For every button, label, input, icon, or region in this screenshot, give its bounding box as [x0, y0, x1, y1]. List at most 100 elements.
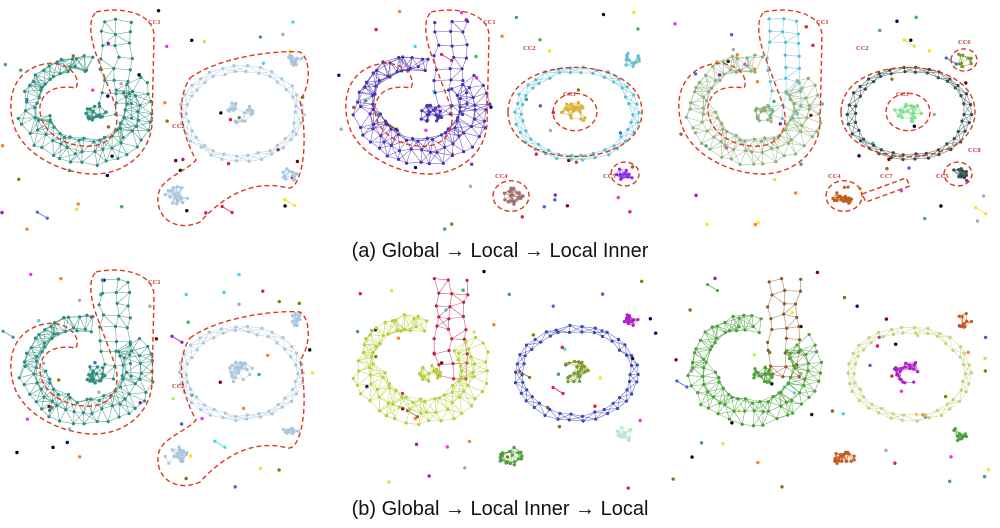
graph-node: [772, 137, 776, 141]
graph-node: [293, 110, 297, 114]
graph-edge: [358, 370, 371, 376]
graph-edge: [963, 104, 971, 115]
graph-edge: [48, 416, 60, 422]
graph-node: [969, 56, 973, 60]
graph-edge: [258, 72, 271, 77]
graph-node: [83, 327, 87, 331]
graph-edge: [398, 57, 409, 71]
graph-node: [715, 60, 719, 64]
hook-lower-nodes: [351, 55, 492, 166]
graph-node: [106, 419, 110, 424]
graph-node: [510, 193, 515, 197]
graph-node: [290, 431, 295, 436]
graph-node: [948, 77, 952, 81]
noise-point: [705, 222, 709, 227]
graph-edge: [770, 114, 783, 119]
graph-edge: [139, 105, 152, 115]
graph-node: [420, 57, 425, 61]
graph-node: [126, 79, 130, 83]
graph-node: [126, 280, 130, 284]
graph-edge: [370, 128, 374, 143]
graph-edge: [806, 113, 820, 119]
graph-node: [302, 113, 306, 117]
graph-node: [145, 80, 149, 85]
graph-node: [426, 57, 430, 61]
graph-node: [285, 167, 289, 171]
graph-node: [62, 135, 67, 140]
graph-node: [818, 121, 823, 125]
graph-edge: [37, 121, 51, 131]
graph-node: [858, 94, 863, 98]
graph-edge: [732, 56, 737, 73]
graph-node: [130, 56, 134, 61]
noise-point: [389, 288, 394, 293]
graph-node: [753, 70, 757, 74]
graph-edge: [791, 139, 796, 155]
graph-node: [118, 402, 122, 406]
noise-point: [538, 38, 542, 42]
graph-node: [435, 150, 439, 155]
graph-edge: [81, 138, 85, 152]
noise-point: [352, 105, 356, 110]
ring-edges: [179, 326, 304, 421]
graph-edge: [115, 326, 128, 329]
graph-edge: [785, 68, 800, 79]
graph-node: [451, 362, 455, 366]
graph-edge: [187, 95, 193, 105]
graph-edge: [709, 141, 722, 150]
graph-edge: [427, 134, 442, 139]
graph-edge: [459, 104, 475, 108]
graph-edge: [525, 130, 532, 140]
graph-edge: [433, 80, 436, 93]
graph-node: [129, 20, 133, 25]
graph-edge: [212, 74, 225, 77]
graph-edge: [375, 70, 377, 87]
graph-edge: [768, 90, 773, 107]
graph-node: [446, 127, 450, 131]
graph-edge: [699, 82, 712, 89]
graph-edge: [106, 158, 118, 162]
graph-node: [439, 115, 444, 119]
graph-node: [400, 69, 404, 73]
graph-edge: [701, 112, 717, 123]
graph-edge: [805, 85, 816, 99]
graph-node: [87, 373, 91, 377]
graph-node: [55, 404, 59, 408]
graph-node: [99, 57, 103, 61]
graph-edge: [420, 152, 431, 163]
graph-edge: [430, 152, 444, 164]
graph-node: [91, 109, 95, 113]
graph-edge: [111, 147, 119, 159]
cluster-label-cc1: CC1: [816, 19, 829, 26]
graph-edge: [530, 139, 536, 150]
graph-node: [629, 120, 633, 124]
graph-edge: [545, 153, 557, 159]
graph-edge: [235, 416, 247, 420]
graph-edge: [514, 111, 524, 121]
graph-node: [181, 200, 185, 205]
graph-node: [430, 137, 435, 141]
graph-node: [149, 99, 153, 103]
noise-point: [923, 216, 927, 221]
graph-edge: [692, 121, 703, 129]
graph-edge: [747, 56, 763, 59]
graph-node: [607, 153, 611, 157]
noise-point: [954, 62, 958, 66]
graph-edge: [777, 135, 781, 148]
noise-point: [514, 15, 519, 20]
graph-edge: [103, 314, 119, 317]
graph-node: [208, 413, 212, 417]
graph-edge: [439, 105, 453, 117]
graph-node: [831, 196, 835, 201]
graph-edge: [436, 293, 440, 307]
graph-edge: [720, 131, 728, 142]
graph-node: [793, 152, 798, 156]
graph-node: [48, 381, 52, 385]
graph-edge: [360, 127, 373, 130]
noise-edge: [975, 207, 986, 214]
graph-edge: [452, 151, 464, 156]
graph-edge: [209, 68, 223, 73]
graph-edge: [410, 149, 422, 163]
noise-point: [474, 54, 478, 59]
graph-edge: [785, 67, 800, 69]
